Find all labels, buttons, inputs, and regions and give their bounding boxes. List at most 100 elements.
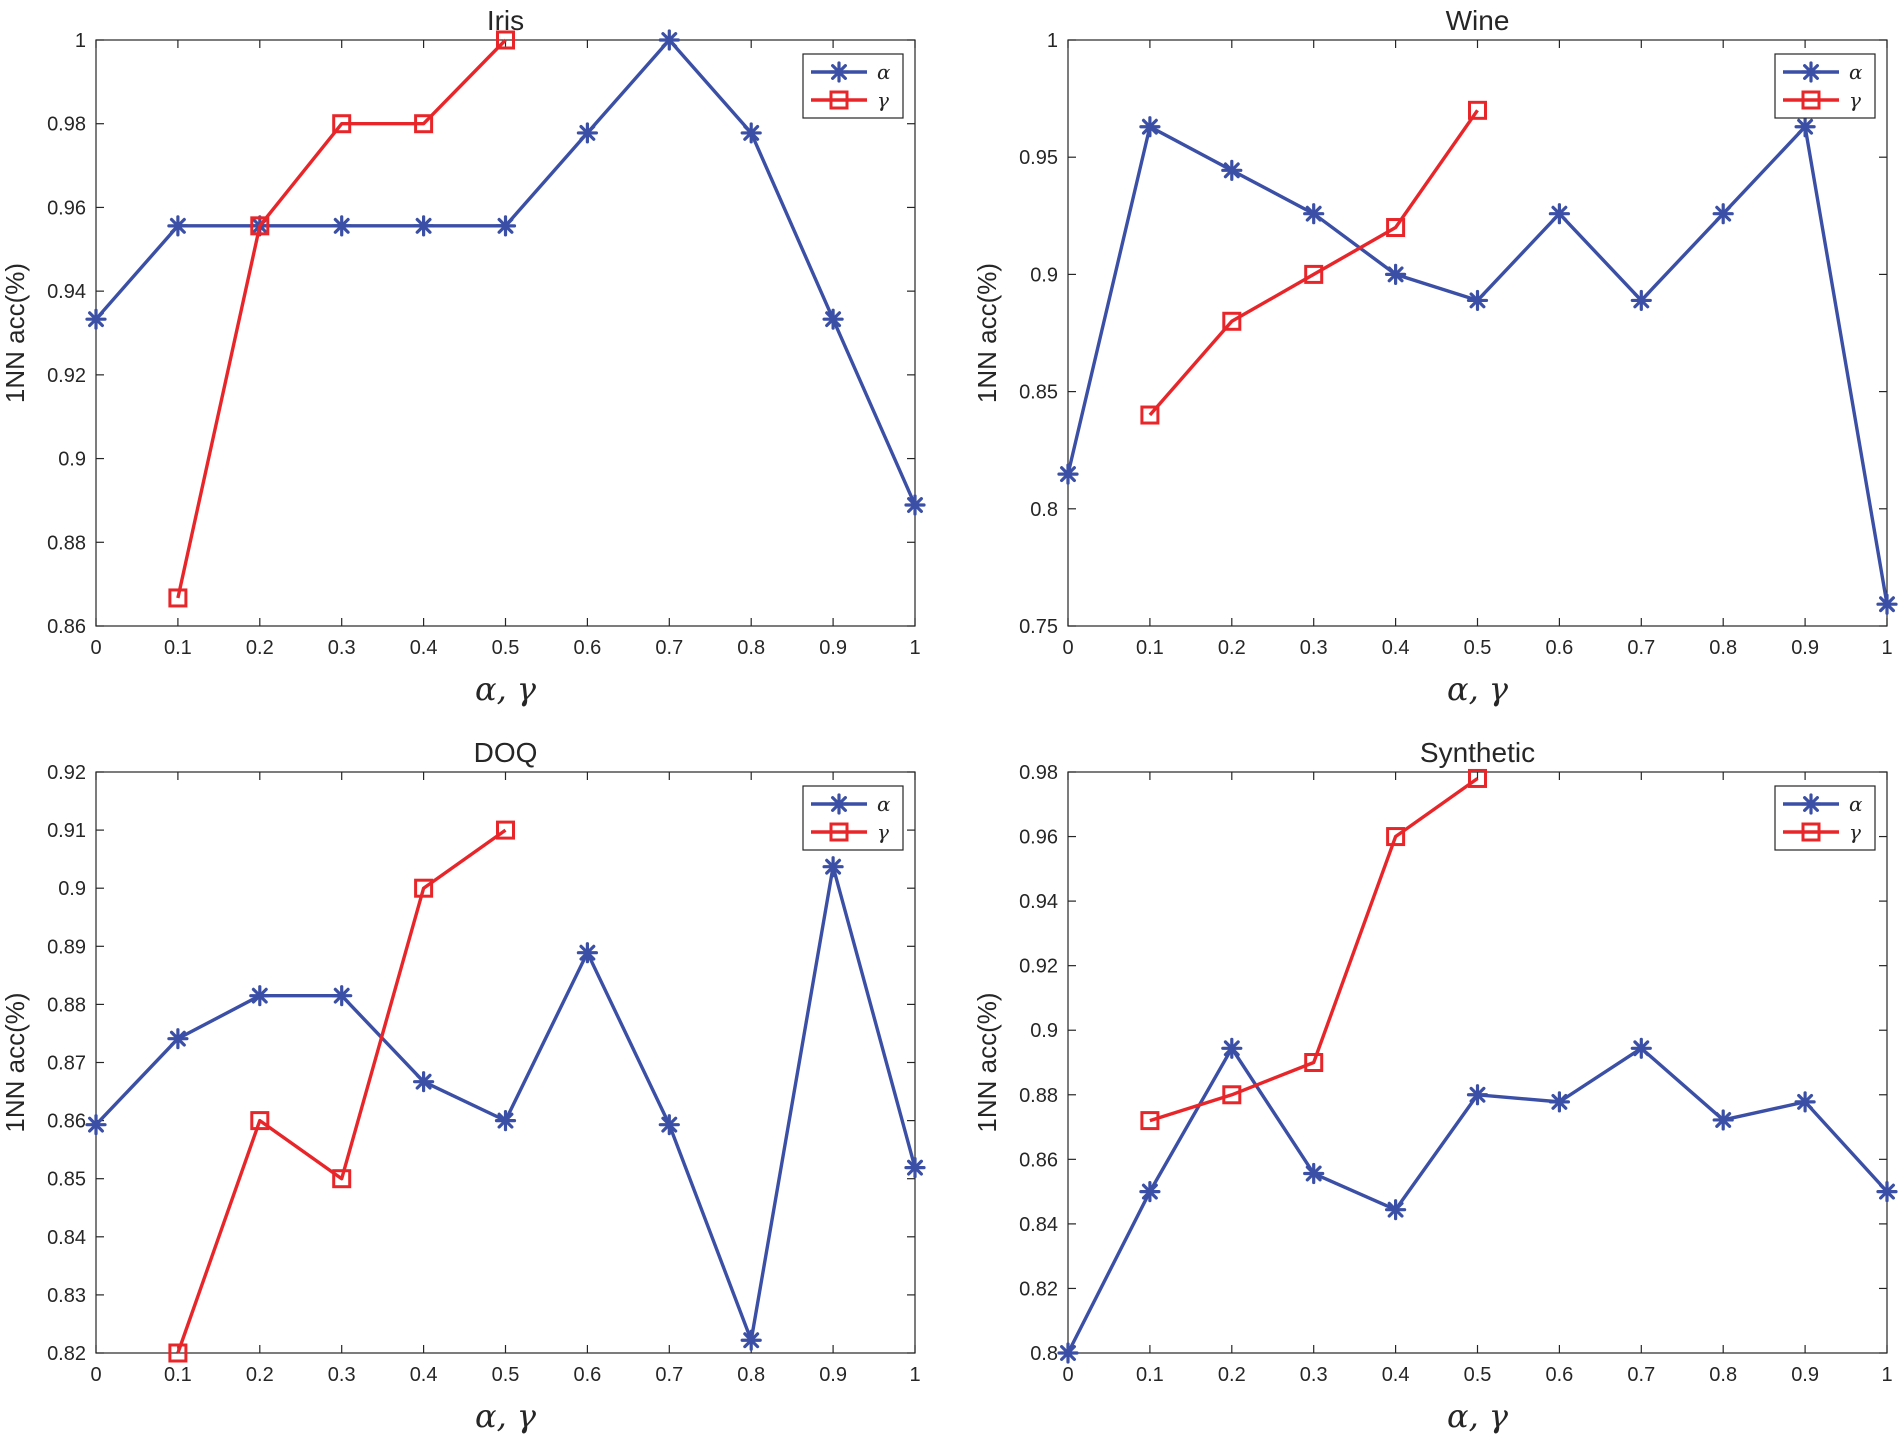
data-point-gamma bbox=[1468, 768, 1487, 788]
data-point-alpha bbox=[494, 215, 517, 237]
y-tick-label: 0.96 bbox=[1019, 827, 1058, 849]
legend: αγ bbox=[802, 785, 904, 851]
y-tick-label: 0.88 bbox=[47, 532, 86, 554]
data-point-alpha bbox=[1139, 116, 1161, 138]
y-tick-label: 0.87 bbox=[47, 1053, 86, 1075]
legend-marker-alpha bbox=[1800, 793, 1822, 815]
x-tick-label: 0.2 bbox=[246, 1364, 274, 1386]
y-tick-label: 0.85 bbox=[1019, 382, 1058, 404]
legend-box bbox=[1774, 53, 1876, 119]
series-line-gamma bbox=[1149, 777, 1479, 1123]
legend-box bbox=[802, 785, 904, 851]
data-point-gamma bbox=[414, 114, 434, 134]
y-tick-label: 0.92 bbox=[1019, 956, 1058, 978]
chart-title: DOQ bbox=[474, 737, 538, 768]
data-point-alpha bbox=[167, 215, 189, 237]
series-line-alpha bbox=[1066, 125, 1889, 605]
data-point-alpha bbox=[1303, 203, 1325, 225]
x-tick-label: 0.4 bbox=[410, 1364, 438, 1386]
x-tick-label: 0.7 bbox=[655, 637, 683, 659]
x-tick-label: 0.1 bbox=[1136, 1364, 1164, 1386]
data-point-gamma bbox=[168, 588, 188, 608]
y-tick-label: 0.84 bbox=[1019, 1214, 1058, 1236]
y-tick-label: 0.88 bbox=[1019, 1085, 1058, 1107]
data-point-gamma bbox=[1222, 1085, 1242, 1105]
data-point-gamma bbox=[332, 1169, 352, 1189]
series-line-alpha bbox=[94, 38, 917, 506]
x-tick-label: 0 bbox=[1062, 637, 1073, 659]
data-point-gamma bbox=[1140, 1111, 1160, 1131]
x-tick-label: 0.5 bbox=[492, 1364, 520, 1386]
x-tick-label: 0.3 bbox=[1300, 637, 1328, 659]
chart-title: Synthetic bbox=[1420, 737, 1535, 768]
data-point-alpha bbox=[1630, 289, 1652, 312]
data-point-gamma bbox=[250, 216, 270, 236]
chart-panel-iris: 0 0.1 0.2 0.3 0.4 0.5 0.6 0.7 0.8 0.9 1 0.86 0.88 0.9… bbox=[0, 5, 926, 708]
data-point-alpha bbox=[904, 1157, 926, 1179]
legend-label-gamma: γ bbox=[1849, 88, 1861, 112]
legend: αγ bbox=[1774, 785, 1876, 851]
data-point-alpha bbox=[331, 215, 353, 237]
x-tick-label: 0.8 bbox=[1709, 1364, 1737, 1386]
x-tick-label: 0.5 bbox=[492, 637, 520, 659]
y-tick-label: 0.89 bbox=[47, 936, 86, 958]
x-tick-label: 0 bbox=[90, 637, 101, 659]
legend-box bbox=[1774, 785, 1876, 851]
data-point-alpha bbox=[1384, 263, 1407, 285]
y-tick-label: 0.86 bbox=[47, 1111, 86, 1133]
legend: αγ bbox=[802, 53, 904, 119]
data-point-alpha bbox=[904, 494, 926, 516]
data-point-gamma bbox=[332, 114, 352, 134]
y-tick-label: 0.8 bbox=[1030, 499, 1058, 521]
data-point-alpha bbox=[1630, 1037, 1652, 1059]
x-tick-label: 0.4 bbox=[1382, 1364, 1410, 1386]
y-tick-label: 0.82 bbox=[47, 1343, 86, 1365]
data-point-gamma bbox=[414, 878, 434, 898]
data-point-gamma bbox=[496, 820, 515, 840]
y-tick-label: 0.92 bbox=[47, 365, 86, 387]
chart-title: Wine bbox=[1446, 5, 1510, 36]
data-point-alpha bbox=[1876, 593, 1898, 615]
data-point-alpha bbox=[167, 1028, 189, 1050]
legend-marker-gamma bbox=[829, 822, 849, 842]
x-tick-label: 0.2 bbox=[1218, 637, 1246, 659]
x-tick-label: 0.4 bbox=[410, 637, 438, 659]
y-tick-label: 0.88 bbox=[47, 994, 86, 1016]
x-tick-label: 0 bbox=[90, 1364, 101, 1386]
y-tick-label: 0.9 bbox=[1030, 1020, 1058, 1042]
data-point-alpha bbox=[1303, 1162, 1325, 1185]
data-point-alpha bbox=[740, 122, 762, 144]
data-point-alpha bbox=[1466, 1084, 1489, 1106]
y-tick-label: 0.84 bbox=[47, 1227, 86, 1249]
y-tick-label: 0.94 bbox=[1019, 891, 1058, 913]
axes-box bbox=[95, 39, 916, 627]
series-line-alpha bbox=[94, 865, 917, 1342]
data-point-alpha bbox=[1712, 1109, 1734, 1131]
x-tick-label: 0.3 bbox=[1300, 1364, 1328, 1386]
x-tick-label: 0 bbox=[1062, 1364, 1073, 1386]
data-point-alpha bbox=[1139, 1181, 1161, 1203]
legend-marker-alpha bbox=[828, 793, 850, 815]
data-point-alpha bbox=[1057, 1342, 1079, 1364]
y-tick-label: 0.98 bbox=[47, 114, 86, 136]
y-axis-label: 1NN acc(%) bbox=[972, 992, 1002, 1132]
data-point-alpha bbox=[1384, 1199, 1407, 1221]
legend-marker-gamma bbox=[1801, 822, 1821, 842]
data-point-alpha bbox=[85, 1114, 107, 1136]
x-tick-label: 0.7 bbox=[1627, 637, 1655, 659]
series-line-gamma bbox=[176, 38, 507, 599]
legend-marker-alpha bbox=[1800, 61, 1822, 83]
x-tick-label: 0.6 bbox=[573, 1364, 601, 1386]
data-point-gamma bbox=[1386, 218, 1406, 238]
legend-label-gamma: γ bbox=[1849, 820, 1861, 844]
legend-label-gamma: γ bbox=[877, 820, 889, 844]
x-tick-label: 0.9 bbox=[819, 1364, 847, 1386]
data-point-alpha bbox=[576, 942, 599, 964]
data-point-alpha bbox=[1712, 203, 1734, 225]
series-line-gamma bbox=[1148, 109, 1479, 417]
x-tick-label: 0.8 bbox=[737, 1364, 765, 1386]
x-tick-label: 1 bbox=[909, 1364, 920, 1386]
legend: αγ bbox=[1774, 53, 1876, 119]
x-tick-label: 0.2 bbox=[1218, 1364, 1246, 1386]
